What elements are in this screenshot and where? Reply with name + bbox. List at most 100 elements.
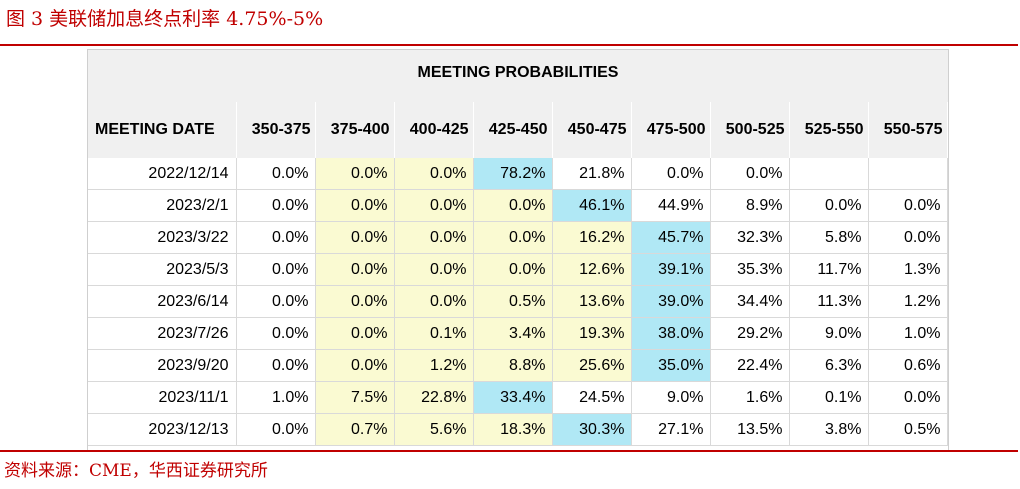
probability-cell: 0.1%: [789, 381, 869, 414]
probability-cell: 0.1%: [394, 317, 474, 350]
probability-cell: 22.8%: [394, 381, 474, 414]
probability-cell: 0.0%: [236, 317, 316, 350]
probability-cell: 0.0%: [394, 253, 474, 286]
table-row: 2023/7/26 0.0% 0.0% 0.1% 3.4% 19.3% 38.0% 29.2%…: [88, 317, 948, 350]
column-header-400-425: 400-425: [394, 102, 474, 158]
probability-cell: 21.8%: [552, 158, 632, 190]
probability-cell: 1.0%: [868, 317, 948, 350]
probability-cell: 0.0%: [394, 158, 474, 190]
column-header-500-525: 500-525: [710, 102, 790, 158]
source-note: 资料来源：CME，华西证券研究所: [4, 461, 268, 481]
probability-cell: 13.5%: [710, 413, 790, 446]
probability-cell: 0.0%: [315, 221, 395, 254]
probability-cell: 29.2%: [710, 317, 790, 350]
probability-cell: 0.0%: [473, 189, 553, 222]
meeting-date-cell: 2022/12/14: [88, 158, 237, 190]
table-row: 2022/12/14 0.0% 0.0% 0.0% 78.2% 21.8% 0.0% 0.0%: [88, 158, 948, 190]
probability-cell: 44.9%: [631, 189, 711, 222]
probability-cell: 0.0%: [631, 158, 711, 190]
probability-cell: 0.0%: [394, 189, 474, 222]
meeting-date-cell: 2023/5/3: [88, 253, 237, 286]
probability-cell: 1.3%: [868, 253, 948, 286]
meeting-date-cell: 2023/11/1: [88, 381, 237, 414]
probability-cell: [868, 158, 948, 190]
probability-cell: 39.0%: [631, 285, 711, 318]
probability-cell: 6.3%: [789, 349, 869, 382]
probability-cell: 11.3%: [789, 285, 869, 318]
probability-cell: 0.0%: [868, 221, 948, 254]
table-row: 2023/5/3 0.0% 0.0% 0.0% 0.0% 12.6% 39.1% 35.3% 1…: [88, 253, 948, 286]
probability-cell: 12.6%: [552, 253, 632, 286]
column-header-meeting-date: MEETING DATE: [88, 102, 237, 158]
probability-cell: 46.1%: [552, 189, 632, 222]
probability-cell: 0.0%: [236, 285, 316, 318]
probability-cell: 0.0%: [236, 349, 316, 382]
meeting-date-cell: 2023/3/22: [88, 221, 237, 254]
probability-cell: 3.8%: [789, 413, 869, 446]
meeting-date-cell: 2023/7/26: [88, 317, 237, 350]
probability-cell: 0.7%: [315, 413, 395, 446]
table-row: 2023/3/22 0.0% 0.0% 0.0% 0.0% 16.2% 45.7% 32.3%…: [88, 221, 948, 254]
meeting-date-cell: 2023/2/1: [88, 189, 237, 222]
probability-cell: 22.4%: [710, 349, 790, 382]
probability-cell: 0.0%: [473, 221, 553, 254]
probability-cell: 0.0%: [236, 221, 316, 254]
probability-cell: 0.0%: [394, 285, 474, 318]
probability-cell: 35.0%: [631, 349, 711, 382]
probability-cell: 0.0%: [315, 285, 395, 318]
probability-cell: 32.3%: [710, 221, 790, 254]
probability-cell: 8.9%: [710, 189, 790, 222]
probability-cell: 13.6%: [552, 285, 632, 318]
probability-cell: [789, 158, 869, 190]
probability-cell: 0.0%: [473, 253, 553, 286]
probability-cell: 25.6%: [552, 349, 632, 382]
probability-cell: 9.0%: [789, 317, 869, 350]
probability-cell: 5.8%: [789, 221, 869, 254]
top-rule: [0, 44, 1018, 46]
probability-cell: 0.0%: [710, 158, 790, 190]
table-title: MEETING PROBABILITIES: [417, 64, 619, 81]
table-row: 2023/11/1 1.0% 7.5% 22.8% 33.4% 24.5% 9.0% 1.6%…: [88, 381, 948, 414]
probability-cell: 0.6%: [868, 349, 948, 382]
probability-cell: 0.0%: [315, 317, 395, 350]
meeting-probabilities-table: MEETING PROBABILITIES MEETING DATE 350-3…: [87, 49, 949, 450]
probability-cell: 0.0%: [394, 221, 474, 254]
probability-cell: 0.0%: [315, 158, 395, 190]
probability-cell: 0.5%: [473, 285, 553, 318]
column-header-350-375: 350-375: [236, 102, 316, 158]
probability-cell: 33.4%: [473, 381, 553, 414]
meeting-date-cell: 2023/12/13: [88, 413, 237, 446]
table-body: 2022/12/14 0.0% 0.0% 0.0% 78.2% 21.8% 0.0% 0.0%…: [88, 158, 948, 446]
probability-cell: 27.1%: [631, 413, 711, 446]
column-header-475-500: 475-500: [631, 102, 711, 158]
probability-cell: 1.6%: [710, 381, 790, 414]
probability-cell: 18.3%: [473, 413, 553, 446]
probability-cell: 5.6%: [394, 413, 474, 446]
column-header-525-550: 525-550: [789, 102, 869, 158]
probability-cell: 0.0%: [236, 189, 316, 222]
bottom-rule: [0, 450, 1018, 452]
probability-cell: 24.5%: [552, 381, 632, 414]
column-header-450-475: 450-475: [552, 102, 632, 158]
probability-cell: 78.2%: [473, 158, 553, 190]
probability-cell: 1.2%: [868, 285, 948, 318]
probability-cell: 30.3%: [552, 413, 632, 446]
probability-cell: 35.3%: [710, 253, 790, 286]
table-row: 2023/12/13 0.0% 0.7% 5.6% 18.3% 30.3% 27.1% 13.…: [88, 413, 948, 446]
probability-cell: 16.2%: [552, 221, 632, 254]
figure-title: 图 3 美联储加息终点利率 4.75%-5%: [6, 8, 324, 30]
probability-cell: 0.0%: [236, 413, 316, 446]
probability-cell: 39.1%: [631, 253, 711, 286]
probability-cell: 38.0%: [631, 317, 711, 350]
probability-cell: 0.0%: [315, 253, 395, 286]
probability-cell: 1.0%: [236, 381, 316, 414]
probability-cell: 11.7%: [789, 253, 869, 286]
table-row: 2023/6/14 0.0% 0.0% 0.0% 0.5% 13.6% 39.0% 34.4%…: [88, 285, 948, 318]
probability-cell: 19.3%: [552, 317, 632, 350]
column-header-425-450: 425-450: [473, 102, 553, 158]
probability-cell: 8.8%: [473, 349, 553, 382]
table-row: 2023/2/1 0.0% 0.0% 0.0% 0.0% 46.1% 44.9% 8.9% 0.…: [88, 189, 948, 222]
probability-cell: 3.4%: [473, 317, 553, 350]
meeting-date-cell: 2023/6/14: [88, 285, 237, 318]
probability-cell: 0.0%: [315, 349, 395, 382]
